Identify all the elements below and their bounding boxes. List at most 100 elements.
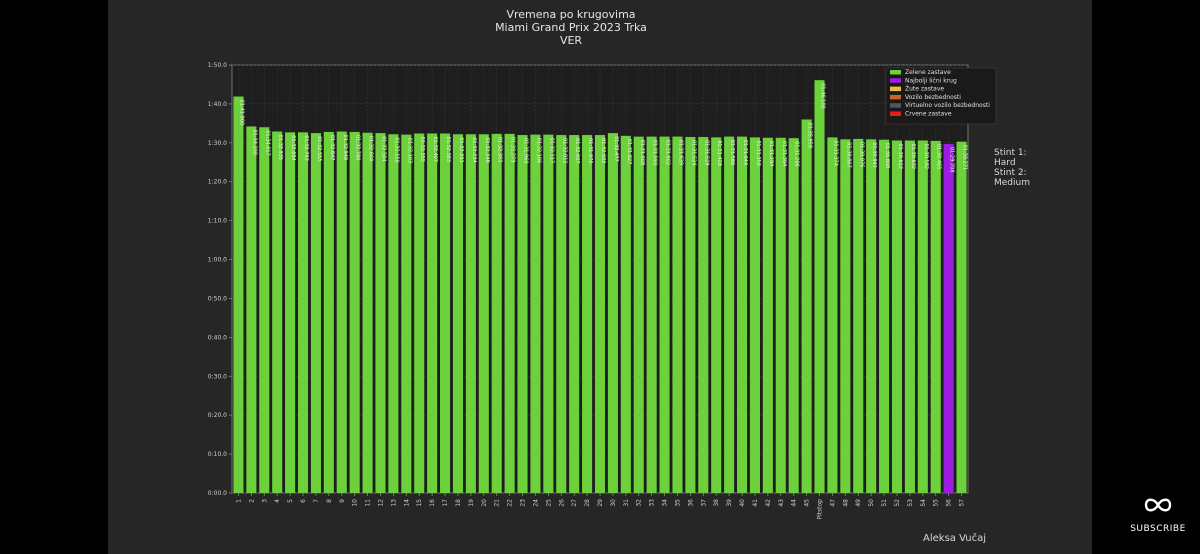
x-tick-label: 24 <box>532 499 539 507</box>
chart-title-line-1: Vremena po krugovima <box>506 8 635 21</box>
bar <box>465 134 476 493</box>
x-tick-label: 19 <box>468 499 475 507</box>
bar <box>349 131 360 493</box>
bar <box>749 137 760 493</box>
y-tick-label: 0:30.0 <box>208 373 227 380</box>
bar <box>956 141 967 493</box>
bar <box>698 136 709 493</box>
bar <box>659 136 670 494</box>
bar <box>530 134 541 493</box>
x-tick-label: 12 <box>377 499 384 507</box>
x-axis-ticks: 1 2 3 4 5 6 7 8 9 10 11 12 13 14 15 16 17 18 19 20 21 22 23 24 2… <box>235 493 966 520</box>
x-tick-label: 45 <box>804 499 811 507</box>
y-tick-label: 0:50.0 <box>208 295 227 302</box>
bar <box>646 136 657 494</box>
bar-value-label: 01:32.007 <box>574 138 580 164</box>
bar-value-label: 01:32.780 <box>355 135 361 161</box>
x-tick-label: 55 <box>933 499 940 507</box>
bar <box>259 127 270 493</box>
bar <box>943 143 954 493</box>
bar-value-label: 01:30.943 <box>871 142 877 168</box>
bar <box>285 132 296 493</box>
y-tick-label: 1:40.0 <box>208 101 227 108</box>
chart-title: Vremena po krugovima Miami Grand Prix 20… <box>495 8 647 47</box>
legend-entry: Zelene zastave <box>905 69 951 76</box>
bar-value-label: 01:31.284 <box>768 141 774 167</box>
bar <box>594 135 606 493</box>
x-tick-label: 48 <box>842 499 849 507</box>
bar-value-label: 01:32.935 <box>277 135 283 161</box>
bar-value-label: 01:32.103 <box>406 138 412 164</box>
bar <box>620 135 631 493</box>
bar-value-label: 01:32.355 <box>419 136 425 162</box>
bar <box>362 132 373 493</box>
bar-value-label: 01:31.304 <box>781 141 787 167</box>
stint-annotation-line: Stint 2: <box>994 168 1027 178</box>
bar-value-label: 01:30.976 <box>858 142 864 168</box>
bar-value-label: 01:31.529 <box>703 140 709 166</box>
y-tick-label: 1:10.0 <box>208 218 227 225</box>
x-tick-label: 23 <box>520 499 527 507</box>
bar-value-label: 01:32.156 <box>393 137 399 163</box>
chart-title-line-3: VER <box>560 34 582 47</box>
x-tick-label: 30 <box>610 499 617 507</box>
x-tick-label: 21 <box>494 499 501 507</box>
bar-value-label: 01:32.002 <box>600 138 606 164</box>
x-tick-label: 40 <box>739 499 746 507</box>
subscribe-button[interactable]: SUBSCRIBE <box>1128 494 1188 544</box>
bar <box>775 137 786 493</box>
y-tick-label: 0:00.0 <box>208 490 227 497</box>
y-tick-label: 0:40.0 <box>208 334 227 341</box>
x-tick-label: 7 <box>313 499 320 503</box>
bar <box>246 126 257 493</box>
bar <box>633 136 644 494</box>
x-tick-label: 35 <box>674 499 681 507</box>
bar-value-label: 01:34.017 <box>264 130 270 156</box>
y-tick-label: 1:50.0 <box>208 62 227 69</box>
bar <box>556 135 567 493</box>
bar <box>388 134 399 493</box>
x-tick-label: 53 <box>907 499 914 507</box>
bar <box>672 136 683 494</box>
x-tick-label: 9 <box>339 499 346 503</box>
bar <box>427 133 438 494</box>
infinity-icon <box>1144 498 1172 512</box>
x-tick-label: Pitstop <box>817 499 824 520</box>
x-tick-label: 50 <box>868 499 875 507</box>
bar-value-label: 01:32.234 <box>471 137 477 163</box>
bar-value-label: 01:31.602 <box>665 140 671 166</box>
bar-value-label: 01:31.608 <box>639 140 645 166</box>
bar-value-label: 01:31.644 <box>742 140 748 166</box>
bar <box>814 80 825 493</box>
bar-value-label: 01:32.694 <box>290 135 296 161</box>
y-tick-label: 0:20.0 <box>208 412 227 419</box>
bar-value-label: 01:32.504 <box>380 136 386 162</box>
y-tick-label: 1:30.0 <box>208 140 227 147</box>
y-tick-label: 1:00.0 <box>208 257 227 264</box>
author-credit: Aleksa Vučaj <box>923 532 986 544</box>
bar <box>853 138 864 493</box>
bar-value-label: 01:32.604 <box>368 136 374 162</box>
x-tick-label: 47 <box>829 499 836 507</box>
x-tick-label: 16 <box>429 499 436 507</box>
bar-value-label: 01:31.358 <box>755 140 761 166</box>
legend-swatch <box>890 78 901 83</box>
bar-value-label: 01:32.948 <box>342 135 348 161</box>
bar <box>272 131 283 493</box>
bar <box>336 131 347 493</box>
bar <box>543 134 554 493</box>
x-tick-label: 15 <box>416 499 423 507</box>
stint-annotation-line: Hard <box>994 158 1016 168</box>
bar <box>724 136 735 494</box>
lap-times-chart: Vremena po krugovima Miami Grand Prix 20… <box>208 8 1030 544</box>
bar <box>801 119 812 494</box>
x-tick-label: 1 <box>235 499 242 503</box>
legend-swatch <box>890 94 901 100</box>
x-tick-label: 18 <box>455 499 462 507</box>
bar-value-label: 01:31.206 <box>794 141 800 167</box>
bar-value-label: 01:31.374 <box>832 140 838 166</box>
x-tick-label: 44 <box>791 499 798 507</box>
bar-value-label: 01:30.867 <box>845 142 851 168</box>
bar <box>930 140 941 493</box>
